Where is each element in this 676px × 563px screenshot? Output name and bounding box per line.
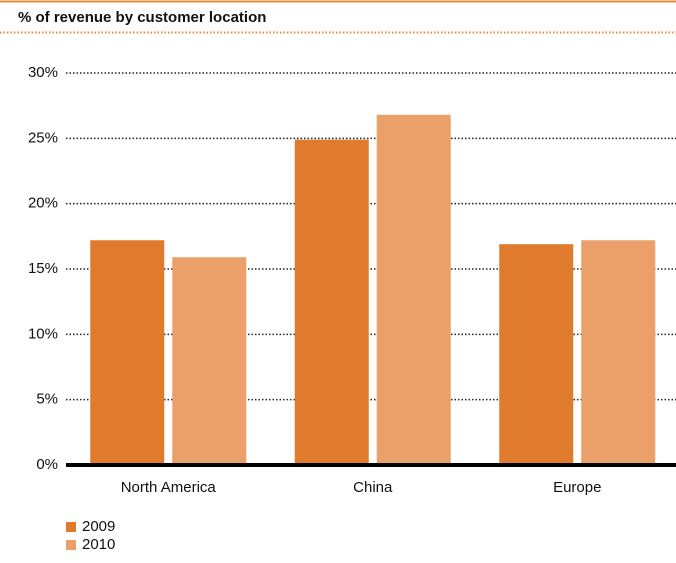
x-tick-label: China [353, 479, 393, 496]
y-tick-label: 30% [28, 64, 58, 81]
y-tick-label: 10% [28, 325, 58, 342]
legend-swatch [66, 522, 76, 532]
y-tick-label: 5% [36, 391, 58, 408]
x-tick-label: Europe [553, 479, 601, 496]
x-tick-label: North America [121, 479, 217, 496]
bar [294, 139, 369, 465]
y-tick-label: 25% [28, 129, 58, 146]
bar [499, 244, 574, 465]
bar [376, 114, 451, 466]
y-tick-label: 15% [28, 260, 58, 277]
legend-label: 2010 [82, 536, 115, 553]
bar [581, 240, 656, 465]
y-tick-label: 0% [36, 456, 58, 473]
bar [172, 257, 247, 465]
chart-title: % of revenue by customer location [18, 9, 266, 26]
legend-label: 2009 [82, 518, 115, 535]
y-tick-label: 20% [28, 195, 58, 212]
legend-swatch [66, 540, 76, 550]
bar [90, 240, 165, 465]
